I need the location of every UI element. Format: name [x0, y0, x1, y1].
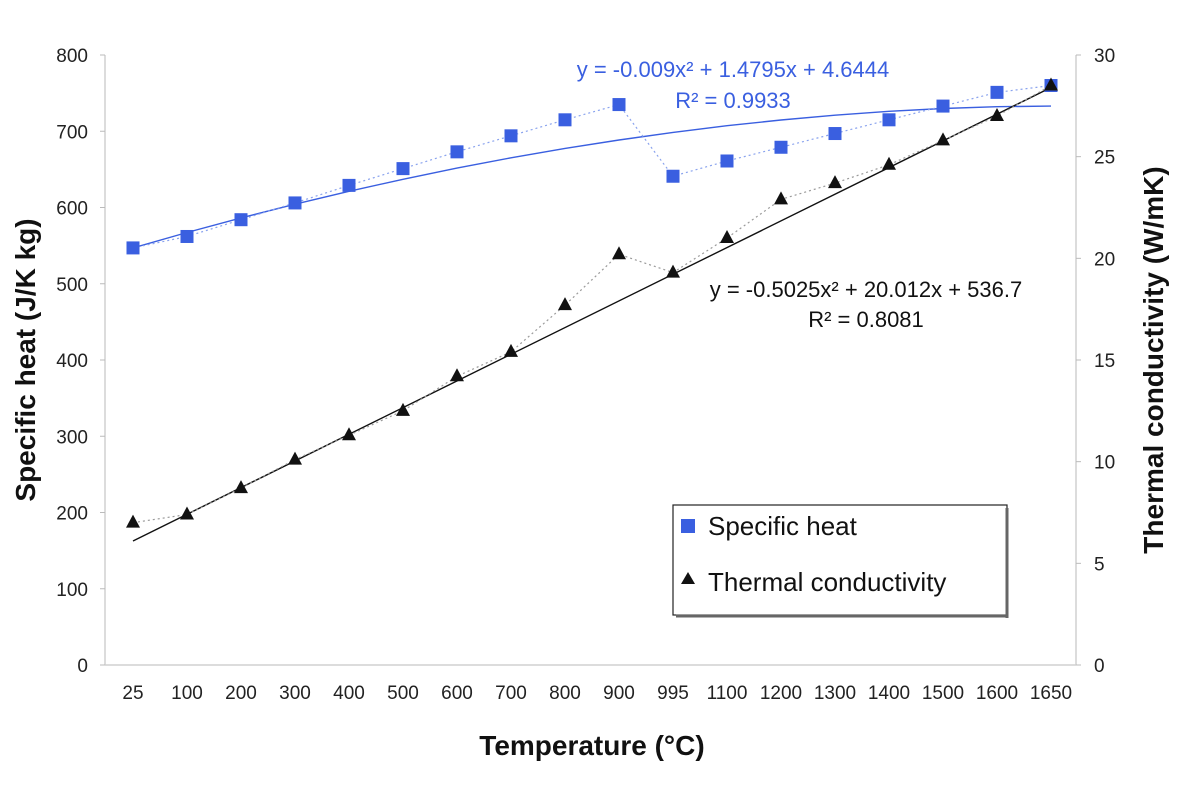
thermal-conductivity-point — [126, 514, 140, 528]
x-tick-label: 300 — [279, 683, 311, 704]
right-y-tick-label: 10 — [1094, 453, 1115, 474]
specific-heat-point — [288, 196, 302, 210]
thermal-conductivity-trend-equation: y = -0.5025x² + 20.012x + 536.7 — [710, 277, 1023, 302]
x-tick-label: 1650 — [1030, 683, 1072, 704]
left-y-tick-label: 300 — [56, 427, 88, 448]
thermal-conductivity-point — [234, 480, 248, 494]
left-y-tick-label: 400 — [56, 351, 88, 372]
x-tick-label: 1200 — [760, 683, 802, 704]
x-tick-label: 995 — [657, 683, 689, 704]
x-axis-title: Temperature (°C) — [479, 730, 704, 761]
specific-heat-point — [828, 127, 842, 141]
legend-label-thermal-conductivity: Thermal conductivity — [708, 567, 946, 597]
right-y-tick-labels: 0 5 10 15 20 25 30 — [1076, 46, 1115, 677]
left-y-tick-label: 0 — [77, 656, 88, 677]
thermal-conductivity-point — [720, 230, 734, 243]
thermal-conductivity-point — [612, 246, 626, 260]
thermal-conductivity-point — [774, 191, 788, 205]
specific-heat-point — [720, 154, 734, 168]
series-lines — [132, 84, 1052, 524]
specific-heat-point — [558, 113, 572, 127]
thermal-conductivity-point — [558, 297, 572, 311]
x-tick-label: 1100 — [707, 683, 748, 704]
thermal-conductivity-point — [936, 132, 950, 146]
left-y-tick-label: 600 — [56, 199, 88, 220]
specific-heat-point — [180, 229, 194, 243]
x-tick-label: 1500 — [922, 683, 964, 704]
left-y-tick-label: 200 — [56, 504, 88, 525]
left-y-tick-labels: 0 100 200 300 400 500 600 700 800 — [56, 46, 105, 677]
x-tick-label: 1300 — [814, 683, 856, 704]
specific-heat-point — [666, 169, 680, 183]
specific-heat-point — [342, 178, 356, 192]
left-y-tick-label: 700 — [56, 122, 88, 143]
specific-heat-point — [774, 140, 788, 154]
specific-heat-point — [612, 98, 626, 112]
right-y-tick-label: 5 — [1094, 554, 1105, 575]
thermal-conductivity-point — [1044, 77, 1058, 91]
legend-label-specific-heat: Specific heat — [708, 511, 858, 541]
specific-heat-point — [234, 213, 248, 227]
specific-heat-point — [126, 241, 140, 255]
specific-heat-point — [990, 85, 1004, 99]
left-y-tick-label: 100 — [56, 580, 88, 601]
right-y-tick-label: 25 — [1094, 148, 1115, 169]
thermal-conductivity-series-line — [132, 84, 1052, 524]
x-tick-label: 700 — [495, 683, 527, 704]
specific-heat-trend-equation: y = -0.009x² + 1.4795x + 4.6444 — [577, 57, 890, 82]
x-tick-labels: 25 100 200 300 400 500 600 700 800 900 995 1100 1200… — [122, 683, 1072, 704]
x-tick-label: 25 — [122, 683, 143, 704]
right-y-tick-label: 20 — [1094, 249, 1115, 270]
thermal-conductivity-trendline — [132, 86, 1052, 542]
thermal-conductivity-point — [990, 108, 1004, 121]
right-y-tick-label: 30 — [1094, 46, 1115, 67]
thermal-conductivity-point — [180, 506, 194, 520]
thermal-conductivity-point — [828, 175, 842, 189]
x-tick-label: 100 — [171, 683, 203, 704]
specific-heat-point — [936, 99, 950, 113]
legend-triangle-marker-icon — [681, 572, 695, 584]
thermal-conductivity-point — [666, 264, 680, 278]
thermal-conductivity-point — [504, 343, 518, 357]
thermal-conductivity-point — [450, 368, 464, 382]
trendlines — [132, 86, 1052, 542]
x-tick-label: 900 — [603, 683, 635, 704]
specific-heat-point — [450, 145, 464, 159]
legend-square-marker-icon — [681, 519, 695, 533]
x-tick-label: 500 — [387, 683, 419, 704]
right-y-tick-label: 0 — [1094, 656, 1105, 677]
legend-box — [672, 504, 1008, 616]
right-y-tick-label: 15 — [1094, 351, 1115, 372]
x-tick-label: 600 — [441, 683, 473, 704]
specific-heat-point — [396, 162, 410, 176]
series-markers — [126, 77, 1058, 528]
x-tick-label: 1600 — [976, 683, 1018, 704]
left-y-axis-title: Specific heat (J/K kg) — [10, 218, 41, 501]
thermal-conductivity-point — [396, 402, 410, 416]
x-tick-label: 800 — [549, 683, 581, 704]
thermal-conductivity-point — [288, 451, 302, 465]
thermal-conductivity-point — [882, 156, 896, 170]
x-tick-label: 1400 — [868, 683, 910, 704]
left-y-tick-label: 800 — [56, 46, 88, 67]
specific-heat-point — [504, 129, 518, 143]
x-tick-label: 400 — [333, 683, 365, 704]
left-y-tick-label: 500 — [56, 275, 88, 296]
thermal-conductivity-trend-r2: R² = 0.8081 — [808, 307, 924, 332]
specific-heat-trendline — [132, 105, 1052, 249]
legend: Specific heat Thermal conductivity — [672, 504, 1009, 618]
specific-heat-trend-r2: R² = 0.9933 — [675, 88, 791, 113]
thermal-conductivity-point — [342, 427, 356, 441]
right-y-axis-title: Thermal conductivity (W/mK) — [1138, 166, 1169, 553]
x-tick-label: 200 — [225, 683, 257, 704]
specific-heat-point — [882, 113, 896, 127]
